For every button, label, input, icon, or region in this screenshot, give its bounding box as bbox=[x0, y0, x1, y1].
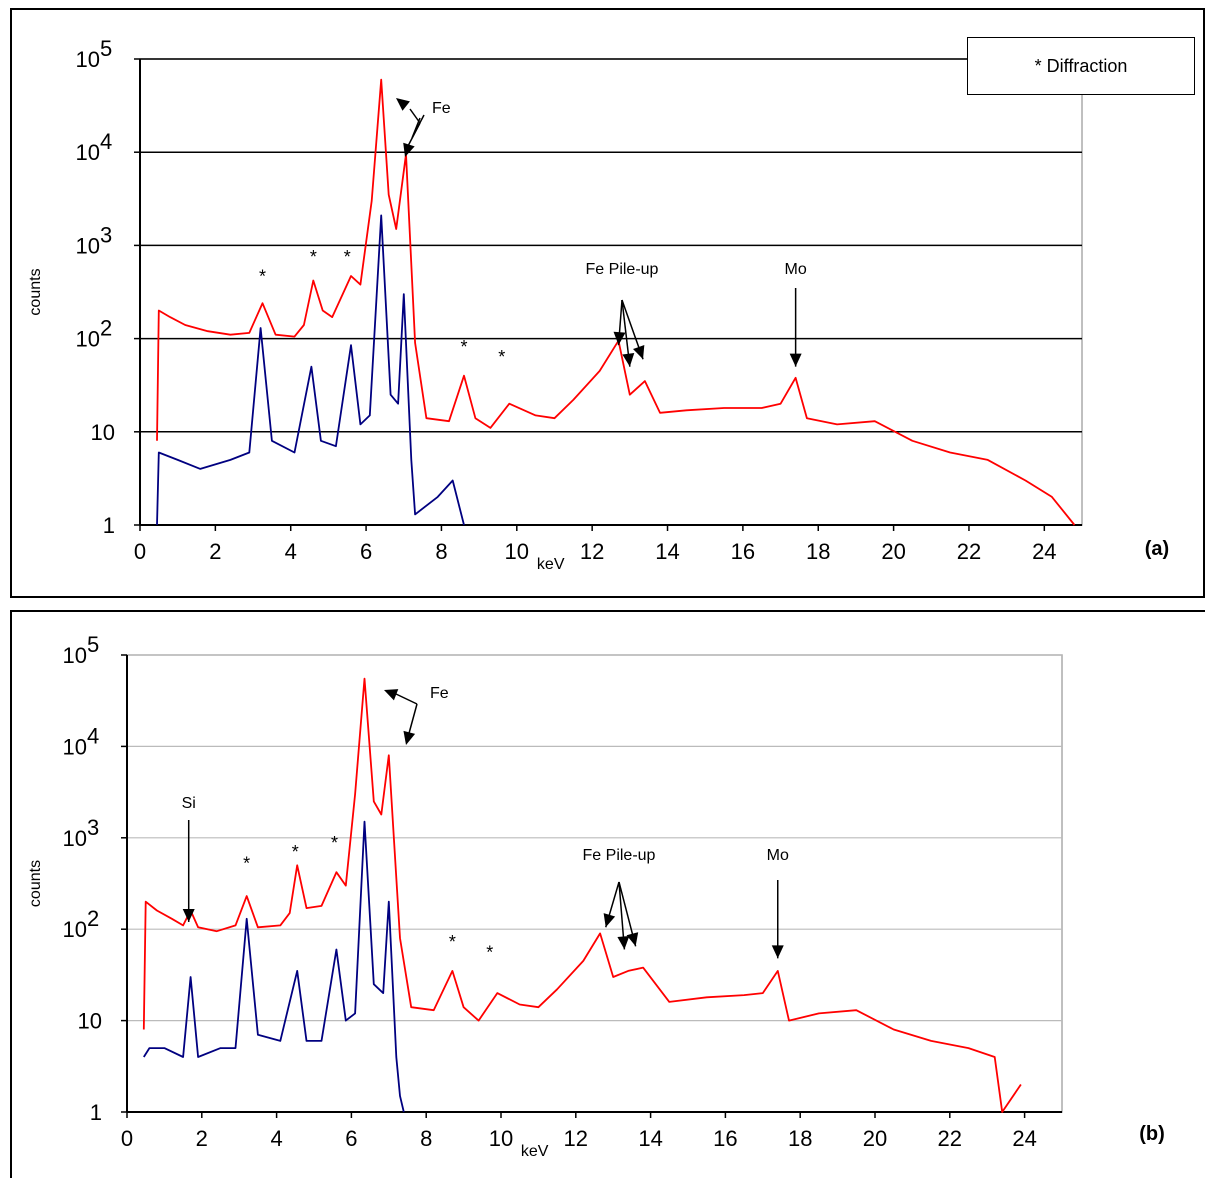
panel-label: (a) bbox=[1145, 538, 1169, 560]
diffraction-star: * bbox=[486, 942, 493, 962]
diffraction-star: * bbox=[243, 853, 250, 873]
fe-label: Fe bbox=[430, 685, 449, 702]
x-tick-label: 2 bbox=[209, 539, 221, 564]
plot-area bbox=[139, 58, 1083, 526]
fe-label: Fe bbox=[432, 100, 451, 117]
si-label: Si bbox=[182, 795, 196, 812]
x-tick-label: 24 bbox=[1032, 539, 1056, 564]
y-tick-label: 10 bbox=[78, 1009, 102, 1034]
x-tick-label: 16 bbox=[731, 539, 755, 564]
fe-pileup-label: Fe Pile-up bbox=[583, 847, 656, 864]
diffraction-star: * bbox=[498, 347, 505, 367]
y-tick-label: 10 bbox=[63, 734, 87, 759]
x-tick-label: 12 bbox=[580, 539, 604, 564]
panel-label: (b) bbox=[1139, 1123, 1165, 1145]
y-tick-label: 10 bbox=[76, 233, 100, 258]
x-tick-label: 14 bbox=[638, 1126, 662, 1151]
x-axis-label: keV bbox=[521, 1143, 549, 1160]
y-tick-label: 1 bbox=[90, 1100, 102, 1125]
y-tick-label: 10 bbox=[91, 420, 115, 445]
fe-pileup-arrowhead bbox=[617, 936, 630, 950]
y-tick-label: 10 bbox=[63, 826, 87, 851]
y-tick-exponent: 3 bbox=[100, 222, 112, 247]
series-lower-line bbox=[143, 820, 405, 1113]
x-tick-label: 0 bbox=[134, 539, 146, 564]
x-tick-label: 10 bbox=[505, 539, 529, 564]
diffraction-star: * bbox=[449, 932, 456, 952]
legend-diffraction: * Diffraction bbox=[967, 37, 1195, 95]
series-upper-line bbox=[156, 78, 1076, 526]
y-tick-label: 1 bbox=[103, 513, 115, 538]
x-tick-label: 16 bbox=[713, 1126, 737, 1151]
fe-pileup-arrowhead bbox=[626, 932, 639, 947]
y-tick-exponent: 4 bbox=[87, 723, 99, 748]
x-tick-label: 10 bbox=[489, 1126, 513, 1151]
fe-arrowhead bbox=[403, 730, 416, 745]
mo-arrowhead bbox=[771, 945, 784, 959]
mo-arrowhead bbox=[789, 353, 802, 367]
x-tick-label: 20 bbox=[863, 1126, 887, 1151]
y-tick-label: 10 bbox=[63, 643, 87, 668]
y-tick-exponent: 2 bbox=[87, 906, 99, 931]
y-tick-exponent: 2 bbox=[100, 316, 112, 341]
fe-pileup-arrowhead bbox=[603, 913, 616, 928]
x-tick-label: 20 bbox=[881, 539, 905, 564]
x-tick-label: 8 bbox=[420, 1126, 432, 1151]
x-tick-label: 6 bbox=[345, 1126, 357, 1151]
x-tick-label: 22 bbox=[957, 539, 981, 564]
series-lower-line bbox=[156, 214, 465, 526]
chart-panel-a: 0 2 4 6 8 10 12 14 16 18 20 22 24 keV 1 10 10 2 10 3 10 4 10 5 c… bbox=[10, 8, 1205, 598]
y-tick-label: 10 bbox=[63, 917, 87, 942]
diffraction-star: * bbox=[310, 247, 317, 267]
series-upper-line bbox=[142, 677, 1022, 1113]
legend-text: * Diffraction bbox=[1034, 55, 1128, 76]
x-tick-label: 14 bbox=[655, 539, 679, 564]
chart-panel-b: 0 2 4 6 8 10 12 14 16 18 20 22 24 keV 1 10 10 2 10 3 10 4 10 5 c… bbox=[10, 610, 1205, 1178]
x-axis-label: keV bbox=[537, 556, 565, 573]
y-axis-label: counts bbox=[27, 268, 44, 315]
x-tick-label: 0 bbox=[121, 1126, 133, 1151]
x-tick-label: 24 bbox=[1012, 1126, 1036, 1151]
x-tick-label: 2 bbox=[196, 1126, 208, 1151]
plot-area bbox=[126, 654, 1063, 1113]
diffraction-star: * bbox=[344, 247, 351, 267]
diffraction-star: * bbox=[259, 266, 266, 286]
x-tick-label: 22 bbox=[938, 1126, 962, 1151]
x-tick-label: 4 bbox=[270, 1126, 282, 1151]
y-tick-label: 10 bbox=[76, 327, 100, 352]
fe-arrowhead bbox=[384, 689, 399, 701]
x-tick-label: 4 bbox=[285, 539, 297, 564]
x-tick-label: 12 bbox=[564, 1126, 588, 1151]
fe-pileup-label: Fe Pile-up bbox=[586, 261, 659, 278]
si-arrowhead bbox=[182, 908, 195, 922]
x-tick-label: 6 bbox=[360, 539, 372, 564]
diffraction-star: * bbox=[292, 842, 299, 862]
y-tick-exponent: 3 bbox=[87, 815, 99, 840]
mo-label: Mo bbox=[785, 261, 807, 278]
diffraction-star: * bbox=[461, 337, 468, 357]
x-tick-label: 8 bbox=[435, 539, 447, 564]
fe-arrow-line bbox=[395, 693, 418, 705]
fe-pileup-arrowhead bbox=[633, 345, 645, 360]
y-tick-label: 10 bbox=[76, 47, 100, 72]
fe-pileup-arrowhead bbox=[622, 353, 635, 367]
x-tick-label: 18 bbox=[806, 539, 830, 564]
fe-arrowhead bbox=[396, 98, 410, 111]
fe-arrow-line bbox=[407, 703, 418, 738]
fe-pileup-arrowhead bbox=[613, 331, 626, 346]
y-tick-exponent: 5 bbox=[100, 36, 112, 61]
y-tick-exponent: 5 bbox=[87, 632, 99, 657]
x-tick-label: 18 bbox=[788, 1126, 812, 1151]
mo-label: Mo bbox=[767, 847, 789, 864]
fe-arrowhead bbox=[403, 142, 415, 157]
y-tick-exponent: 4 bbox=[100, 129, 112, 154]
fe-arrow-line bbox=[409, 108, 421, 124]
y-tick-label: 10 bbox=[76, 140, 100, 165]
y-axis-label: counts bbox=[27, 860, 44, 907]
diffraction-star: * bbox=[331, 833, 338, 853]
fe-arrow-line bbox=[407, 122, 421, 147]
